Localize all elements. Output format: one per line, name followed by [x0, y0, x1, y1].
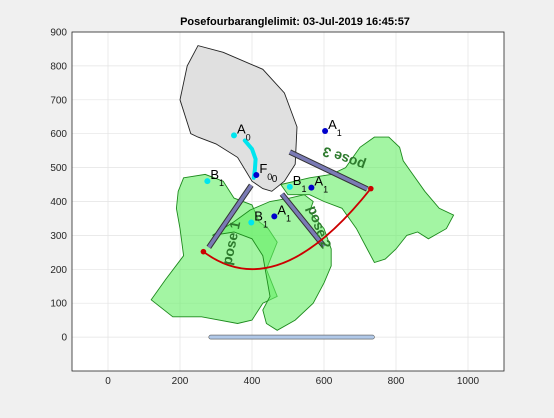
x-tick-label: 0: [105, 376, 111, 387]
pivot-point: [204, 178, 211, 185]
y-tick-label: 200: [50, 265, 67, 276]
x-tick-label: 400: [244, 376, 261, 387]
link-bar: [280, 192, 326, 248]
ground-bar: [208, 334, 375, 340]
y-tick-label: 0: [61, 333, 67, 344]
y-tick-label: 500: [50, 163, 67, 174]
pose-shape: [280, 136, 455, 264]
cyan-trace: [242, 138, 258, 180]
y-tick-label: 900: [50, 28, 67, 39]
arc-path: [202, 188, 372, 271]
y-tick-label: 100: [50, 299, 67, 310]
pivot-point: [322, 127, 329, 134]
arc-end-point: [368, 185, 374, 192]
figure-title: Posefourbaranglelimit: 03-Jul-2019 16:45…: [180, 16, 410, 28]
link-bar: [289, 150, 368, 191]
pivot-point: [286, 183, 293, 190]
arc-start-point: [200, 248, 207, 255]
x-tick-label: 800: [388, 376, 405, 387]
pivot-point: [231, 132, 237, 139]
y-tick-label: 600: [50, 129, 67, 140]
pose-shape: [150, 173, 278, 324]
y-tick-label: 400: [50, 197, 67, 208]
coupler-body: [179, 45, 298, 192]
x-tick-label: 1000: [457, 376, 480, 387]
y-tick-label: 800: [50, 61, 67, 72]
y-tick-label: 300: [50, 231, 67, 242]
x-tick-label: 200: [172, 376, 189, 387]
pivot-point: [308, 184, 315, 191]
x-tick-label: 600: [316, 376, 333, 387]
origin-label: 0: [272, 174, 278, 185]
link-bar: [207, 184, 253, 249]
pose-shapes: [150, 136, 455, 331]
ground-bar-rect: [208, 334, 375, 340]
cyan-trace-line: [242, 138, 258, 180]
axes-box: [71, 31, 505, 372]
pivot-point: [271, 213, 278, 220]
y-tick-label: 700: [50, 95, 67, 106]
pivot-point: [253, 172, 260, 179]
pivot-point: [248, 219, 255, 226]
axis-ticks: 0 200 400 600 800 1000 0 100 200 300 400 500 600 700 8…: [50, 28, 479, 388]
coupler-body-outline: [179, 45, 298, 192]
coupler-arc: [200, 185, 374, 271]
crank-links: [206, 149, 369, 249]
